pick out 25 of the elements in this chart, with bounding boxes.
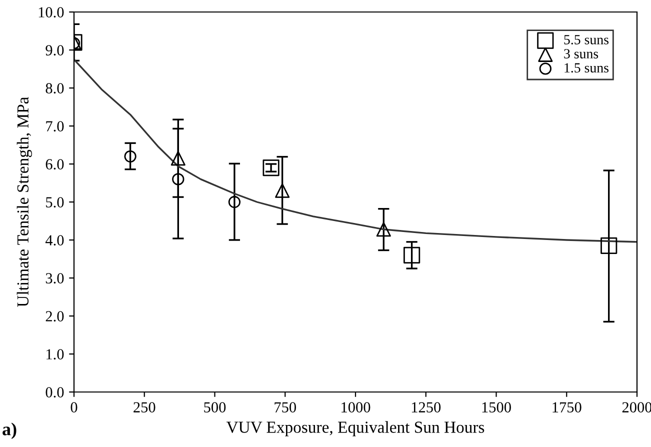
x-tick-label: 750 — [274, 402, 296, 412]
x-axis-title: VUV Exposure, Equivalent Sun Hours — [226, 421, 484, 436]
y-tick-label: 7.0 — [46, 121, 64, 132]
y-tick-label: 4.0 — [45, 235, 64, 246]
y-tick-label: 8.0 — [46, 83, 64, 94]
y-tick-label: 5.0 — [46, 197, 64, 208]
y-tick-label: 2.0 — [46, 311, 64, 322]
y-tick-label: 10.0 — [38, 7, 64, 18]
x-tick-label: 1250 — [412, 402, 441, 412]
x-tick-label: 250 — [134, 402, 156, 412]
x-tick-label: 500 — [204, 402, 226, 412]
x-tick-label: 1750 — [552, 402, 582, 412]
y-axis-title: Ultimate Tensile Strength, MPa — [16, 96, 32, 307]
x-tick-label: 1500 — [482, 402, 511, 412]
text: a) — [2, 422, 16, 439]
y-tick-label: 0.0 — [46, 387, 64, 398]
legend-label: 5.5 suns — [564, 35, 608, 44]
y-tick-label: 9.0 — [46, 45, 64, 56]
legend-label: 3 suns — [564, 49, 598, 58]
y-tick-label: 3.0 — [46, 273, 64, 284]
x-tick-label: 1000 — [342, 402, 370, 412]
y-tick-label: 1.0 — [46, 349, 64, 360]
x-tick-label: 0 — [70, 402, 78, 412]
legend-label: 1.5 suns — [564, 63, 608, 73]
y-tick-label: 6.0 — [46, 159, 64, 170]
